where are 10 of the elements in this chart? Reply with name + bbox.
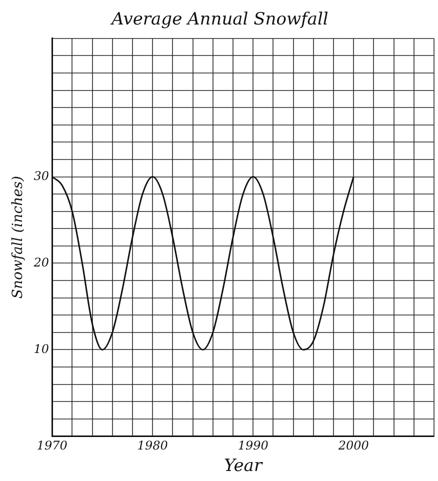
x-tick-label: 1970: [36, 438, 68, 453]
chart-title: Average Annual Snowfall: [110, 10, 328, 30]
x-tick-label: 1980: [137, 438, 168, 453]
y-tick-label: 20: [32, 255, 50, 270]
y-axis-title: Snowfall (inches): [10, 176, 26, 299]
x-axis-title: Year: [224, 456, 263, 476]
y-tick-label: 30: [34, 168, 50, 183]
x-tick-label: 2000: [337, 438, 370, 453]
y-tick-label: 10: [34, 342, 50, 356]
x-tick-label: 1990: [238, 438, 269, 453]
